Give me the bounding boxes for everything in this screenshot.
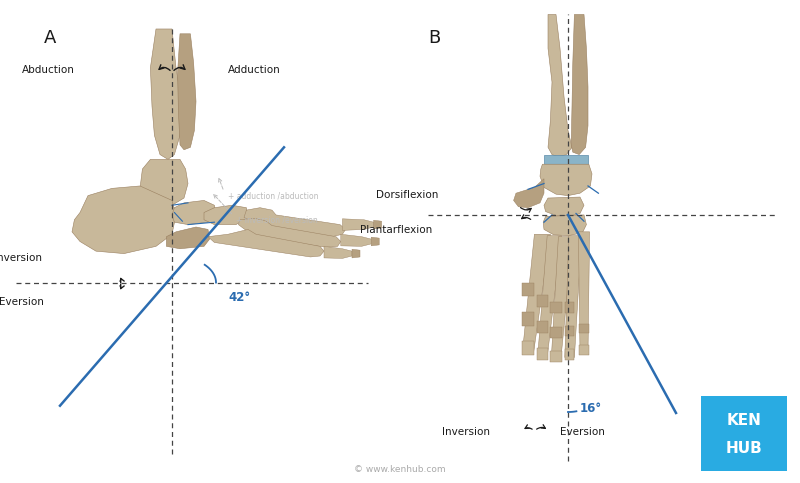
Polygon shape [544, 197, 584, 216]
Polygon shape [544, 155, 588, 164]
Polygon shape [565, 349, 574, 360]
Polygon shape [543, 215, 586, 236]
Text: 42°: 42° [228, 291, 250, 303]
Text: Inversion: Inversion [442, 427, 490, 437]
Polygon shape [178, 34, 196, 150]
Polygon shape [565, 302, 574, 313]
Polygon shape [579, 345, 589, 355]
Polygon shape [72, 186, 176, 254]
Polygon shape [537, 321, 548, 333]
Polygon shape [324, 246, 352, 258]
Polygon shape [522, 234, 550, 353]
Text: Eversion: Eversion [0, 297, 44, 307]
Text: B: B [428, 29, 440, 47]
Text: Adduction: Adduction [228, 65, 281, 75]
FancyBboxPatch shape [701, 396, 787, 471]
Polygon shape [208, 229, 324, 257]
Polygon shape [537, 348, 548, 360]
Polygon shape [166, 227, 210, 249]
Polygon shape [571, 14, 588, 155]
Polygon shape [551, 237, 573, 360]
Polygon shape [150, 29, 182, 159]
Polygon shape [550, 302, 562, 313]
Text: + inversion /eversion: + inversion /eversion [236, 215, 318, 224]
Text: Eversion: Eversion [560, 427, 605, 437]
Text: 16°: 16° [580, 402, 602, 414]
Polygon shape [565, 326, 574, 336]
Text: KEN: KEN [726, 413, 762, 428]
Polygon shape [371, 237, 379, 246]
Polygon shape [522, 341, 534, 355]
Polygon shape [565, 236, 582, 357]
Text: © www.kenhub.com: © www.kenhub.com [354, 465, 446, 474]
Text: Dorsiflexion: Dorsiflexion [376, 190, 438, 200]
Polygon shape [548, 14, 572, 157]
Polygon shape [537, 295, 548, 307]
Polygon shape [374, 220, 382, 229]
Polygon shape [579, 324, 589, 333]
Polygon shape [538, 236, 562, 357]
Polygon shape [140, 159, 188, 205]
Text: HUB: HUB [726, 441, 762, 456]
Text: Inversion: Inversion [0, 253, 42, 263]
Polygon shape [342, 219, 374, 230]
Polygon shape [341, 234, 371, 246]
Polygon shape [238, 218, 341, 247]
Polygon shape [352, 249, 360, 258]
Polygon shape [204, 205, 248, 225]
Text: Plantarflexion: Plantarflexion [360, 225, 432, 235]
Polygon shape [514, 179, 544, 208]
Polygon shape [540, 164, 592, 196]
Polygon shape [522, 312, 534, 326]
Polygon shape [550, 327, 562, 338]
Polygon shape [172, 200, 216, 225]
Polygon shape [522, 283, 534, 296]
Polygon shape [550, 351, 562, 362]
Text: + adduction /abduction: + adduction /abduction [228, 191, 318, 200]
Text: Abduction: Abduction [22, 65, 74, 75]
Text: A: A [44, 29, 56, 47]
Polygon shape [244, 208, 346, 237]
Polygon shape [578, 232, 590, 353]
